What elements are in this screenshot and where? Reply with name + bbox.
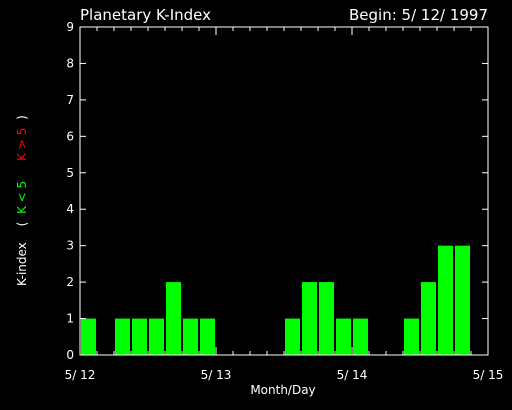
y-axis-title-high-label: K > 5: [15, 128, 29, 161]
bar-2: [115, 318, 130, 355]
y-tick-label-4: 4: [66, 202, 74, 216]
bar-14: [319, 282, 334, 355]
bar-12: [285, 318, 300, 355]
x-tick-labels: 5/ 12 5/ 13 5/ 14 5/ 15: [65, 368, 504, 382]
chart-begin-date: Begin: 5/ 12/ 1997: [349, 6, 488, 24]
y-tick-label-0: 0: [66, 348, 74, 362]
x-tick-label-1: 5/ 13: [201, 368, 232, 382]
bars-group: [81, 245, 470, 355]
y-tick-label-2: 2: [66, 275, 74, 289]
y-axis-title: K-index ( K < 5 K > 5 ): [15, 115, 29, 286]
x-tick-label-3: 5/ 15: [473, 368, 504, 382]
axes-group: [79, 26, 489, 356]
bar-20: [421, 282, 436, 355]
bar-19: [404, 318, 419, 355]
y-axis-title-close-paren: ): [15, 115, 29, 120]
bar-0: [81, 318, 96, 355]
bar-4: [149, 318, 164, 355]
y-axis-title-prefix: K-index: [15, 242, 29, 286]
bar-22: [455, 245, 470, 355]
y-tick-label-8: 8: [66, 56, 74, 70]
y-tick-label-1: 1: [66, 312, 74, 326]
y-tick-label-3: 3: [66, 239, 74, 253]
bar-15: [336, 318, 351, 355]
x-tick-label-2: 5/ 14: [337, 368, 368, 382]
y-axis-title-open-paren: (: [15, 222, 29, 227]
bar-16: [353, 318, 368, 355]
y-tick-labels: 0 1 2 3 4 5 6 7 8 9: [66, 20, 74, 362]
y-axis-title-low-label: K < 5: [15, 181, 29, 214]
y-tick-label-7: 7: [66, 93, 74, 107]
bar-13: [302, 282, 317, 355]
bar-3: [132, 318, 147, 355]
chart-title: Planetary K-Index: [80, 6, 211, 24]
y-tick-label-6: 6: [66, 129, 74, 143]
y-tick-label-9: 9: [66, 20, 74, 34]
y-tick-label-5: 5: [66, 166, 74, 180]
x-axis-title: Month/Day: [250, 383, 315, 397]
bar-7: [200, 318, 215, 355]
bar-21: [438, 245, 453, 355]
bar-6: [183, 318, 198, 355]
x-tick-label-0: 5/ 12: [65, 368, 96, 382]
bar-5: [166, 282, 181, 355]
